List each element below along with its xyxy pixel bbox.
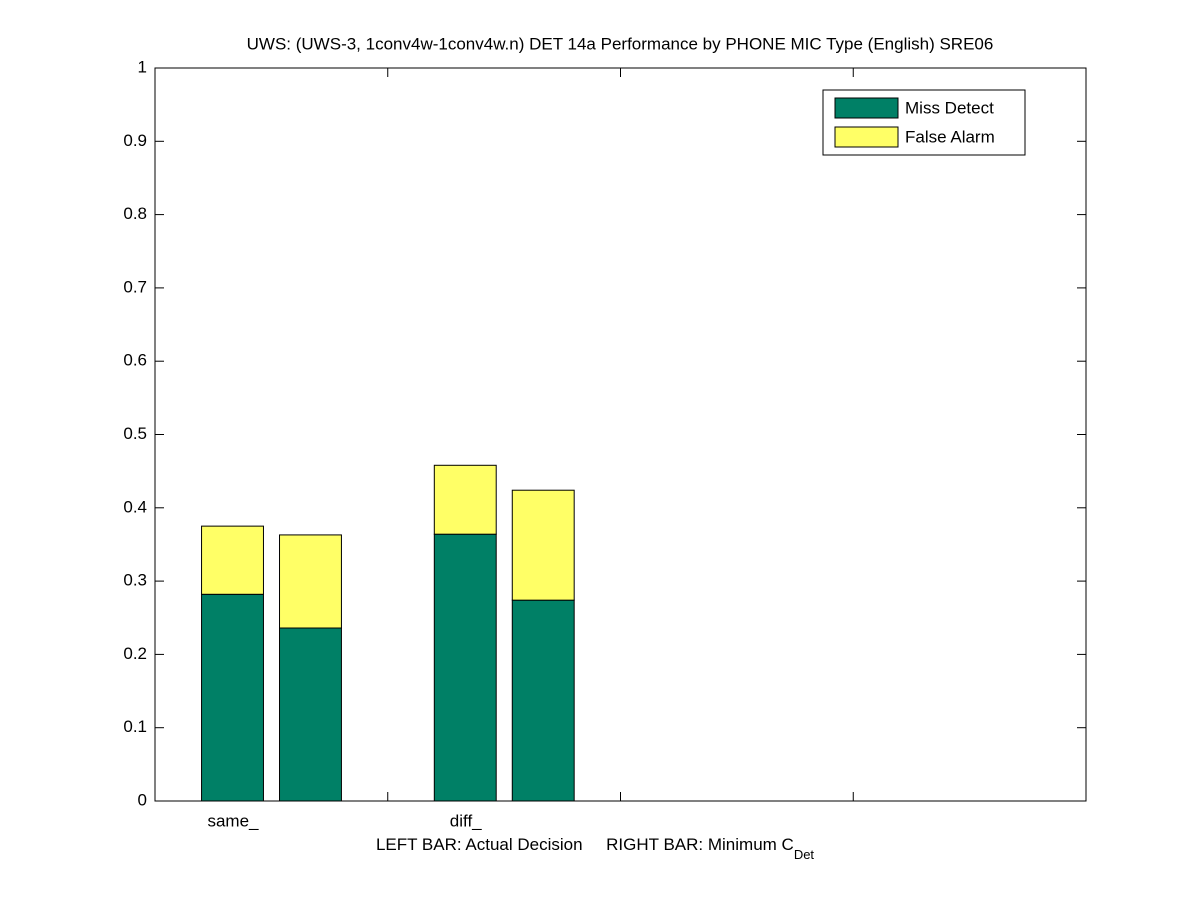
bar-segment [279,627,342,802]
bar-segment [279,534,342,629]
y-tick-label: 0.2 [123,644,147,663]
x-label-subscript: Det [794,847,815,862]
chart-title: UWS: (UWS-3, 1conv4w-1conv4w.n) DET 14a … [247,34,994,53]
legend-label: False Alarm [905,127,995,146]
y-tick-label: 0.7 [123,277,147,296]
x-tick-label: diff_ [450,811,482,830]
x-label-main: LEFT BAR: Actual Decision RIGHT BAR: Min… [376,835,794,854]
legend-label: Miss Detect [905,98,994,117]
legend-swatch [834,126,899,148]
y-tick-label: 0.4 [123,497,147,516]
bar-segment [201,593,264,802]
legend-swatch [834,97,899,119]
y-tick-label: 0.3 [123,571,147,590]
bar-segment [433,533,497,802]
y-tick-label: 0.6 [123,351,147,370]
x-tick-label: same_ [207,811,259,830]
x-axis-label: LEFT BAR: Actual Decision RIGHT BAR: Min… [376,835,814,862]
y-tick-label: 0.5 [123,424,147,443]
y-tick-label: 1 [138,57,147,76]
y-tick-label: 0.9 [123,131,147,150]
y-tick-label: 0.1 [123,717,147,736]
bar-segment [511,489,575,601]
y-tick-label: 0 [138,790,147,809]
bar-segment [433,464,497,535]
bar-segment [201,525,264,595]
bar-segment [511,599,575,802]
y-tick-label: 0.8 [123,204,147,223]
